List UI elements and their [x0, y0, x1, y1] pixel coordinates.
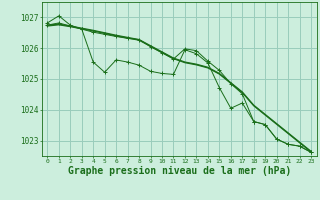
X-axis label: Graphe pression niveau de la mer (hPa): Graphe pression niveau de la mer (hPa) [68, 166, 291, 176]
